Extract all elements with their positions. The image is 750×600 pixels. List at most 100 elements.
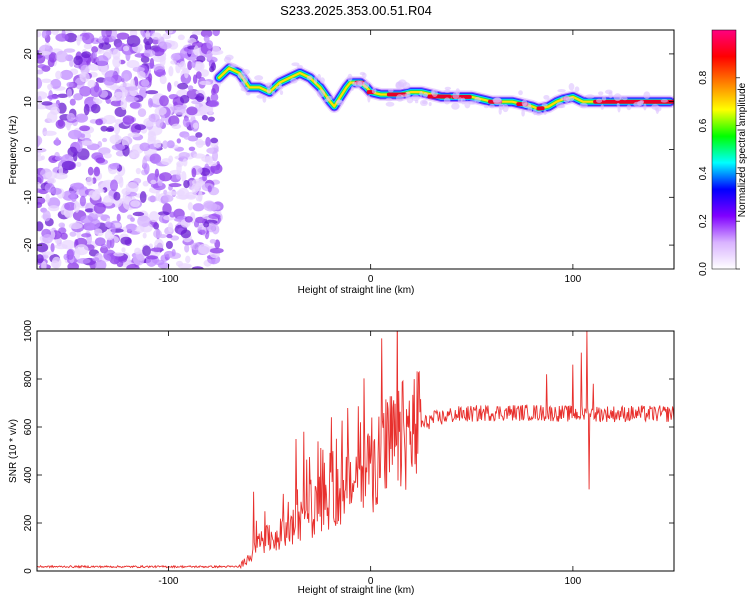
- ridge-blob: [468, 100, 477, 105]
- noise-blob: [83, 43, 93, 50]
- ridge-blob: [275, 85, 284, 90]
- noise-blob: [195, 61, 203, 71]
- noise-blob: [148, 73, 153, 83]
- noise-blob: [92, 51, 98, 59]
- noise-blob: [167, 30, 174, 34]
- noise-blob: [83, 103, 90, 116]
- noise-blob: [64, 202, 77, 211]
- ridge-blob: [279, 90, 284, 96]
- ridge-blob: [385, 97, 393, 102]
- ridge-blob: [621, 96, 628, 101]
- noise-blob: [184, 216, 193, 223]
- noise-blob: [153, 139, 162, 148]
- noise-blob: [210, 92, 219, 102]
- noise-blob: [103, 249, 117, 261]
- noise-blob: [187, 202, 193, 211]
- ridge-blob: [395, 81, 402, 90]
- noise-blob: [159, 75, 167, 85]
- noise-blob: [176, 160, 184, 168]
- colorbar-tick-label: 0.6: [698, 118, 709, 132]
- colorbar-tick-label: 0.8: [698, 70, 709, 84]
- noise-blob: [137, 215, 151, 228]
- noise-blob: [133, 253, 145, 266]
- noise-blob: [130, 150, 140, 159]
- noise-blob: [210, 45, 221, 56]
- noise-blob: [162, 140, 169, 149]
- noise-blob: [90, 218, 101, 229]
- noise-blob: [166, 234, 173, 239]
- noise-blob: [143, 36, 154, 46]
- noise-blob: [73, 201, 80, 213]
- noise-blob: [130, 217, 135, 222]
- noise-blob: [183, 179, 190, 189]
- noise-blob: [204, 156, 214, 164]
- ridge-blob: [535, 110, 543, 116]
- ridge-blob: [617, 105, 621, 113]
- noise-blob: [60, 232, 68, 240]
- noise-blob: [109, 179, 119, 192]
- noise-blob: [103, 76, 116, 86]
- noise-blob: [103, 195, 114, 207]
- snr-x-tick-label: 0: [368, 576, 374, 587]
- noise-blob: [85, 176, 94, 186]
- noise-blob: [110, 30, 118, 40]
- noise-blob: [48, 52, 58, 63]
- noise-blob: [162, 194, 174, 203]
- noise-blob: [137, 71, 146, 79]
- noise-blob: [209, 247, 224, 254]
- ridge-blob: [598, 91, 604, 96]
- noise-blob: [76, 34, 81, 46]
- noise-blob: [69, 231, 77, 237]
- noise-blob: [172, 104, 186, 115]
- noise-blob: [47, 83, 53, 91]
- noise-blob: [79, 71, 90, 83]
- ridge-peak: [593, 99, 674, 104]
- snr-series: [37, 331, 674, 570]
- noise-blob: [50, 78, 62, 89]
- noise-blob: [143, 163, 150, 175]
- spectrogram-noise-region: [37, 30, 225, 269]
- noise-blob: [87, 64, 102, 71]
- noise-blob: [206, 50, 213, 61]
- noise-blob: [91, 46, 99, 53]
- noise-blob: [159, 41, 172, 50]
- noise-blob: [168, 155, 174, 163]
- noise-blob: [90, 103, 101, 114]
- noise-blob: [187, 85, 194, 91]
- ridge-blob: [352, 81, 357, 86]
- noise-blob: [170, 60, 177, 65]
- noise-blob: [66, 112, 75, 122]
- ridge-blob: [543, 109, 547, 116]
- noise-blob: [55, 70, 62, 80]
- noise-blob: [55, 33, 69, 42]
- ridge-blob: [271, 90, 276, 96]
- noise-blob: [180, 73, 192, 85]
- noise-blob: [95, 157, 106, 164]
- noise-blob: [179, 94, 190, 104]
- spectrogram-y-ticks: 20 10 0 -10 -20: [23, 48, 674, 252]
- noise-blob: [132, 211, 145, 217]
- noise-blob: [45, 171, 58, 180]
- noise-blob: [67, 129, 82, 140]
- chart-title: S233.2025.353.00.51.R04: [280, 3, 432, 18]
- noise-blob: [122, 45, 130, 52]
- noise-blob: [87, 79, 96, 88]
- noise-blob: [79, 195, 87, 207]
- noise-blob: [105, 30, 112, 38]
- noise-blob: [132, 66, 145, 73]
- ridge-blob: [422, 92, 428, 98]
- ridge-blob: [579, 102, 588, 109]
- ridge-blob: [414, 99, 419, 104]
- noise-blob: [118, 176, 124, 188]
- ridge-blob: [291, 62, 300, 67]
- spectrogram-y-tick-label: 20: [23, 48, 34, 60]
- ridge-blob: [608, 91, 613, 99]
- noise-blob: [50, 242, 55, 253]
- noise-blob: [160, 114, 166, 123]
- snr-line: [37, 331, 674, 570]
- ridge-blob: [443, 97, 451, 105]
- ridge-peak: [536, 106, 545, 111]
- noise-blob: [122, 115, 135, 125]
- noise-blob: [127, 132, 141, 138]
- noise-blob: [139, 142, 151, 152]
